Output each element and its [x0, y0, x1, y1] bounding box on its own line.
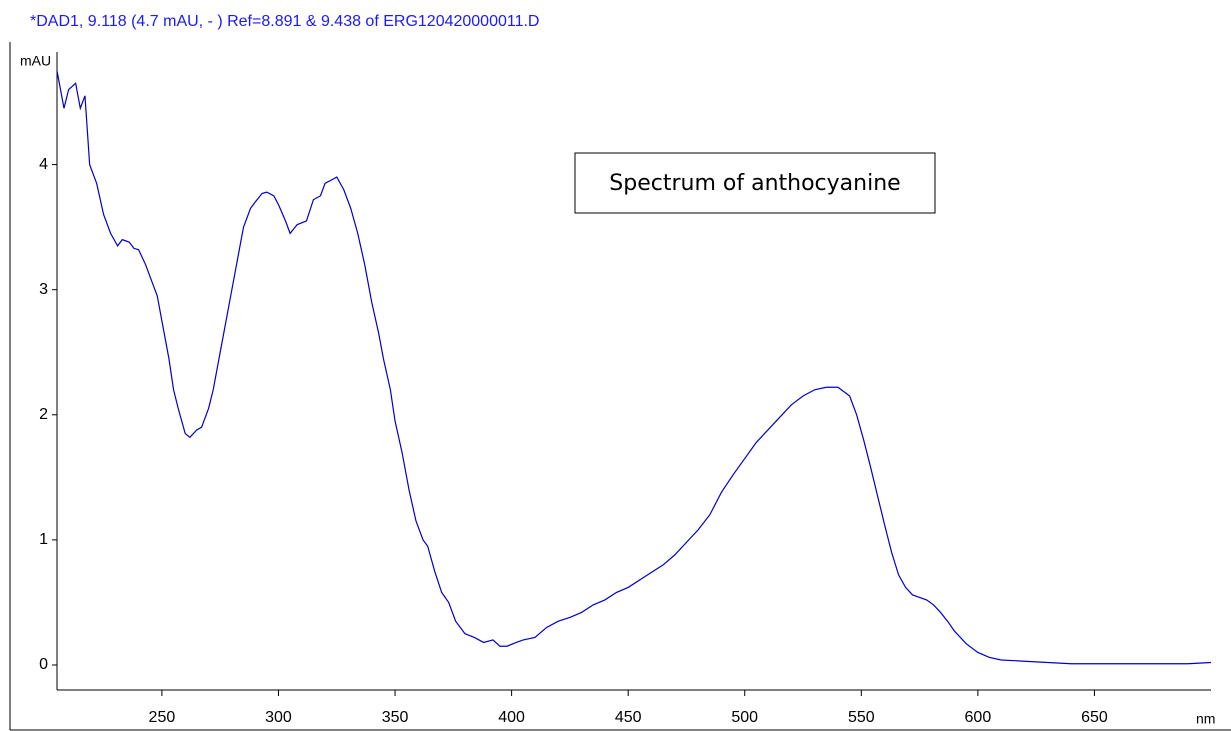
annotation: Spectrum of anthocyanine: [609, 171, 900, 196]
x-tick-label: 500: [731, 709, 758, 726]
x-tick-label: 300: [265, 709, 292, 726]
annotation-box: [574, 152, 936, 214]
y-tick-label: 2: [39, 406, 48, 423]
x-axis-label: nm: [1196, 711, 1215, 727]
y-tick-label: 3: [39, 281, 48, 298]
x-tick-label: 550: [848, 709, 875, 726]
x-tick-label: 650: [1081, 709, 1108, 726]
y-tick-label: 4: [39, 156, 48, 173]
y-tick-label: 1: [39, 531, 48, 548]
x-tick-label: 400: [498, 709, 525, 726]
spectrum-line: [56, 70, 1212, 665]
y-tick-label: 0: [39, 656, 48, 673]
x-tick-label: 250: [149, 709, 176, 726]
x-tick-label: 350: [382, 709, 409, 726]
x-tick-label: 600: [965, 709, 992, 726]
y-axis-label: mAU: [20, 53, 51, 69]
chart-title: *DAD1, 9.118 (4.7 mAU, - ) Ref=8.891 & 9…: [30, 13, 539, 30]
x-tick-label: 450: [615, 709, 642, 726]
